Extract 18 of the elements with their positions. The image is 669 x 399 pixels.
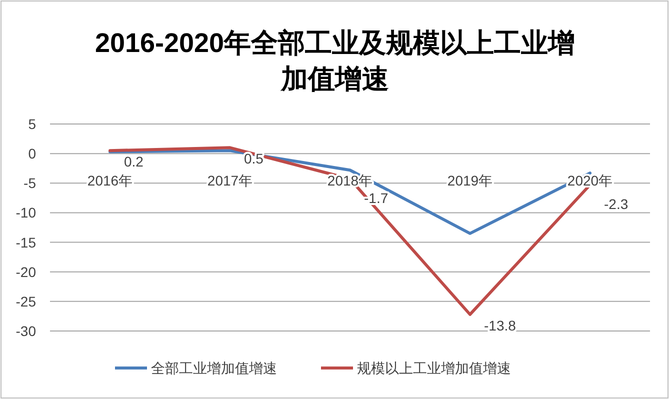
annotation: 0.5	[244, 150, 264, 167]
y-tick-label: -30	[16, 323, 36, 339]
y-tick-label: -5	[24, 175, 36, 192]
y-tick-label: -10	[16, 204, 36, 221]
legend-label: 全部工业增加值增速	[151, 360, 277, 376]
annotation: 0.2	[124, 154, 144, 170]
annotation: -2.3	[604, 196, 628, 212]
annotation: -13.8	[484, 317, 516, 334]
x-tick-label: 2016年	[87, 172, 133, 189]
y-tick-label: 0	[28, 146, 36, 162]
x-tick-label: 2017年	[207, 172, 253, 189]
y-tick-label: -20	[16, 264, 36, 280]
chart-title: 2016-2020年全部工业及规模以上工业增加值增速	[94, 28, 576, 94]
y-tick-label: -25	[16, 293, 36, 310]
legend-label: 规模以上工业增加值增速	[357, 360, 511, 376]
y-tick-label: -15	[16, 234, 36, 250]
y-tick-label: 5	[28, 116, 36, 132]
x-tick-label: 2019年	[447, 172, 493, 189]
